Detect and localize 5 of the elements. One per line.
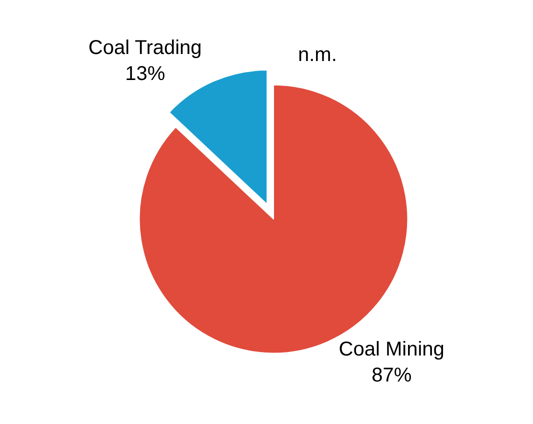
data-label: 13%	[125, 62, 166, 85]
slice-label: Coal Mining	[338, 338, 444, 360]
text: n.m.	[298, 44, 337, 66]
data-label: 87%	[372, 364, 412, 386]
slice-label: Coal Trading	[88, 36, 202, 59]
